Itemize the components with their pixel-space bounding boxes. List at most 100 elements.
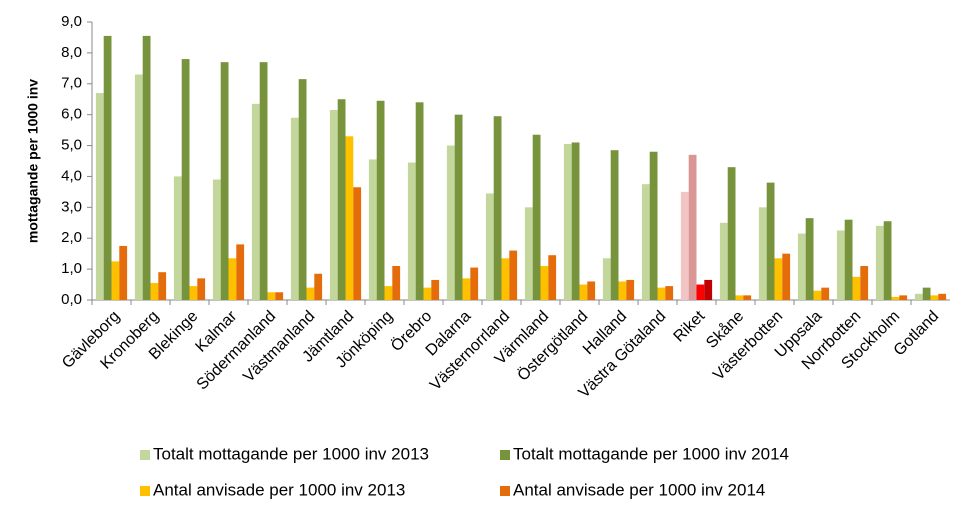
legend-swatch bbox=[140, 486, 150, 496]
y-tick-label: 9,0 bbox=[61, 13, 82, 30]
bar bbox=[704, 279, 713, 300]
bar bbox=[696, 284, 705, 300]
bar bbox=[852, 276, 861, 300]
bar bbox=[470, 267, 479, 300]
bar bbox=[797, 233, 806, 300]
bar bbox=[298, 79, 307, 301]
bar bbox=[766, 182, 775, 300]
bar bbox=[618, 281, 627, 300]
bar bbox=[251, 103, 260, 300]
y-tick-label: 5,0 bbox=[61, 137, 82, 154]
bar bbox=[236, 244, 245, 300]
bar bbox=[220, 62, 229, 301]
bar bbox=[134, 74, 143, 300]
bar bbox=[415, 102, 424, 300]
bar bbox=[368, 159, 377, 300]
bar bbox=[587, 281, 596, 300]
bar bbox=[626, 279, 635, 300]
bar bbox=[774, 258, 783, 300]
bar bbox=[431, 279, 440, 300]
legend-label: Antal anvisade per 1000 inv 2014 bbox=[513, 480, 765, 499]
bar bbox=[836, 230, 845, 300]
bar bbox=[641, 184, 650, 300]
bar bbox=[485, 193, 494, 300]
legend-label: Totalt mottagande per 1000 inv 2014 bbox=[513, 444, 789, 463]
bar bbox=[899, 295, 908, 300]
bar bbox=[727, 167, 736, 300]
bar bbox=[540, 266, 549, 300]
bar bbox=[407, 162, 416, 300]
y-tick-label: 3,0 bbox=[61, 198, 82, 215]
bar bbox=[509, 250, 518, 300]
bar bbox=[267, 292, 276, 300]
bar bbox=[493, 116, 502, 300]
y-tick-label: 1,0 bbox=[61, 260, 82, 277]
bar bbox=[329, 110, 338, 301]
bar bbox=[758, 207, 767, 300]
legend-swatch bbox=[500, 486, 510, 496]
bar bbox=[111, 261, 120, 300]
bar bbox=[532, 134, 541, 300]
bar bbox=[446, 145, 455, 300]
bar bbox=[883, 221, 892, 300]
y-tick-label: 2,0 bbox=[61, 229, 82, 246]
bar bbox=[665, 286, 674, 300]
bar bbox=[173, 176, 182, 300]
bar bbox=[337, 99, 346, 300]
bar bbox=[197, 278, 206, 300]
bar bbox=[501, 258, 510, 300]
bar bbox=[922, 287, 931, 300]
bar bbox=[306, 287, 315, 300]
legend-label: Antal anvisade per 1000 inv 2013 bbox=[153, 480, 405, 499]
bar bbox=[462, 278, 471, 300]
y-axis-label: mottagande per 1000 inv bbox=[25, 79, 41, 243]
bar bbox=[95, 93, 104, 301]
bar bbox=[719, 222, 728, 300]
bar bbox=[782, 253, 791, 300]
bar bbox=[189, 286, 198, 300]
bar bbox=[548, 255, 557, 300]
bar bbox=[821, 287, 830, 300]
bar bbox=[813, 290, 822, 300]
bar bbox=[563, 144, 572, 300]
bar bbox=[314, 273, 323, 300]
bar bbox=[376, 100, 385, 301]
bar bbox=[345, 136, 354, 300]
legend-label: Totalt mottagande per 1000 inv 2013 bbox=[153, 444, 429, 463]
bar bbox=[158, 272, 167, 300]
bar bbox=[353, 187, 362, 300]
bar bbox=[743, 295, 752, 300]
bar bbox=[680, 191, 689, 300]
bar bbox=[275, 292, 284, 300]
bar bbox=[384, 286, 393, 300]
bar bbox=[228, 258, 237, 300]
y-tick-label: 8,0 bbox=[61, 44, 82, 61]
bar bbox=[142, 35, 151, 301]
bar bbox=[649, 151, 658, 300]
bar bbox=[423, 287, 432, 300]
bar bbox=[938, 293, 947, 300]
legend-swatch bbox=[500, 450, 510, 460]
bar bbox=[930, 295, 939, 300]
bar bbox=[259, 62, 268, 301]
bar bbox=[891, 296, 900, 300]
bar bbox=[150, 283, 159, 300]
y-tick-label: 4,0 bbox=[61, 167, 82, 184]
bar bbox=[571, 142, 580, 300]
bar bbox=[454, 114, 463, 301]
bar bbox=[181, 59, 190, 300]
bar bbox=[212, 179, 221, 300]
bar bbox=[860, 266, 869, 300]
bar bbox=[290, 117, 299, 300]
y-tick-label: 7,0 bbox=[61, 75, 82, 92]
bar bbox=[103, 35, 112, 301]
bar bbox=[524, 207, 533, 300]
bar bbox=[805, 218, 814, 300]
bar bbox=[688, 154, 697, 300]
bar bbox=[657, 287, 666, 300]
bar bbox=[119, 245, 128, 300]
bar bbox=[914, 293, 923, 300]
bar bbox=[602, 258, 611, 300]
bar bbox=[735, 295, 744, 300]
